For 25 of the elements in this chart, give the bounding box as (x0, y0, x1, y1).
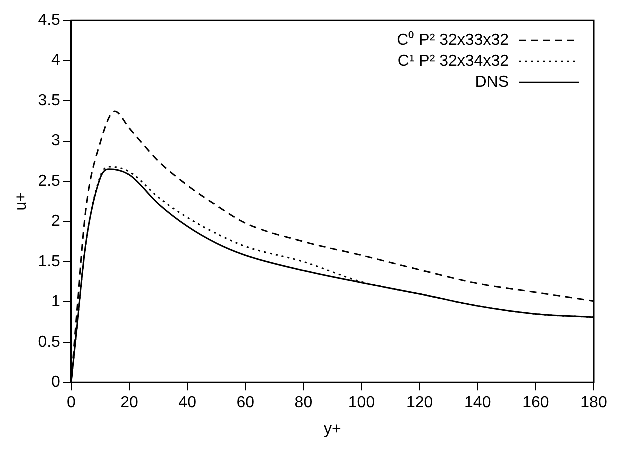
y-tick-label: 0.5 (38, 334, 61, 351)
y-tick-label: 3 (52, 132, 61, 150)
y-tick-label: 0 (52, 374, 61, 392)
x-tick-label: 100 (348, 394, 376, 412)
y-tick-label: 2 (52, 213, 61, 230)
x-tick-label: 40 (178, 394, 197, 412)
legend-label: C⁰ P² 32x33x32 (397, 31, 510, 50)
y-axis-title: u+ (13, 192, 30, 211)
x-tick-label: 60 (236, 394, 255, 412)
x-tick-label: 0 (66, 394, 76, 412)
legend-label: C¹ P² 32x34x32 (398, 53, 510, 70)
y-tick-label: 4.5 (38, 12, 61, 30)
x-tick-label: 160 (522, 394, 550, 412)
y-tick-label: 4 (52, 52, 61, 70)
x-tick-label: 140 (464, 394, 492, 412)
y-tick-label: 1 (52, 294, 61, 311)
x-tick-label: 120 (406, 394, 434, 412)
y-tick-label: 3.5 (38, 92, 61, 110)
y-tick-label: 1.5 (38, 253, 61, 270)
y-tick-label: 2.5 (38, 172, 61, 190)
x-tick-label: 80 (294, 394, 313, 412)
legend-label: DNS (475, 74, 509, 92)
x-tick-label: 20 (120, 394, 139, 412)
x-tick-label: 180 (580, 394, 608, 412)
x-axis-title: y+ (324, 420, 342, 438)
